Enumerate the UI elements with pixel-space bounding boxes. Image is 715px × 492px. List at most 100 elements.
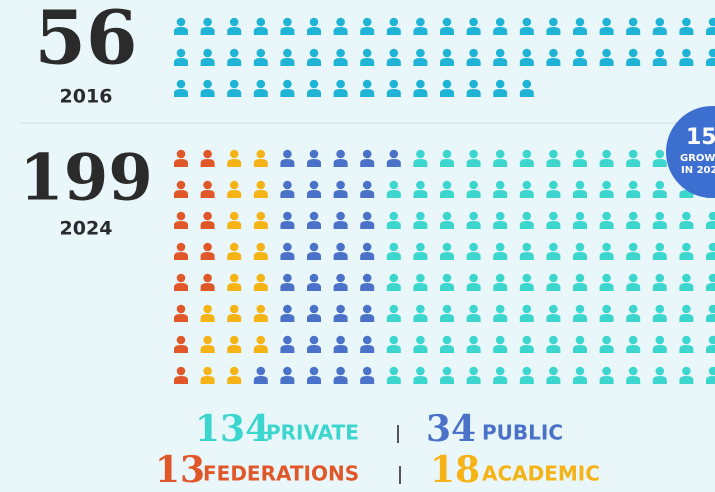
legend-label: PRIVATE — [266, 421, 359, 445]
person-icon — [706, 273, 715, 291]
person-icon — [227, 180, 242, 198]
person-icon — [573, 242, 587, 260]
person-icon — [360, 242, 375, 260]
person-icon — [599, 48, 614, 66]
person-icon — [200, 366, 215, 384]
person-icon — [440, 273, 454, 291]
person-icon — [333, 149, 348, 167]
person-icon — [466, 273, 481, 291]
person-icon — [333, 17, 348, 35]
person-icon — [227, 48, 242, 66]
person-icon — [573, 180, 587, 198]
person-icon — [573, 48, 587, 66]
person-icon — [253, 366, 268, 384]
year-2016: 2016 — [60, 86, 113, 108]
person-icon — [386, 211, 401, 229]
person-icon — [333, 211, 348, 229]
legend: 134 PRIVATE 34 PUBLIC 13 FEDERATIONS 18 … — [155, 408, 600, 491]
total-2016: 56 — [35, 0, 138, 82]
person-icon — [519, 48, 534, 66]
person-icon — [386, 17, 401, 35]
person-icon — [413, 211, 428, 229]
person-icon — [280, 17, 295, 35]
person-icon — [307, 79, 321, 97]
person-icon — [253, 273, 268, 291]
person-icon — [307, 17, 321, 35]
person-icon — [413, 17, 428, 35]
person-icon — [626, 211, 641, 229]
person-icon — [652, 17, 667, 35]
person-icon — [280, 335, 295, 353]
person-icon — [626, 366, 641, 384]
legend-value: 18 — [430, 449, 480, 491]
person-icon — [466, 48, 481, 66]
person-icon — [253, 79, 268, 97]
person-icon — [466, 366, 481, 384]
person-icon — [227, 211, 242, 229]
person-icon — [599, 211, 614, 229]
person-icon — [706, 17, 715, 35]
person-icon — [174, 366, 188, 384]
person-icon — [466, 242, 481, 260]
person-icon — [652, 211, 667, 229]
person-icon — [386, 304, 401, 322]
person-icon — [413, 304, 428, 322]
person-icon — [440, 149, 454, 167]
person-icon — [307, 366, 321, 384]
person-icon — [227, 17, 242, 35]
person-icon — [174, 211, 188, 229]
person-icon — [227, 242, 242, 260]
person-icon — [253, 149, 268, 167]
person-icon — [280, 242, 295, 260]
person-icon — [573, 335, 587, 353]
person-icon — [413, 48, 428, 66]
person-icon — [333, 335, 348, 353]
badge-value: 15 — [686, 125, 715, 150]
person-icon — [626, 17, 641, 35]
person-icon — [519, 180, 534, 198]
person-icon — [546, 180, 561, 198]
person-icon — [519, 17, 534, 35]
person-icon — [546, 273, 561, 291]
person-icon — [706, 48, 715, 66]
year-2024: 2024 — [60, 218, 113, 240]
person-icon — [626, 149, 641, 167]
person-icon — [466, 79, 481, 97]
person-icon — [652, 48, 667, 66]
person-icon — [307, 304, 321, 322]
person-icon — [307, 180, 321, 198]
badge-line: IN 2024 — [681, 165, 715, 176]
person-icon — [253, 242, 268, 260]
person-icon — [333, 304, 348, 322]
person-icon — [307, 211, 321, 229]
person-icon — [413, 366, 428, 384]
person-icon — [413, 149, 428, 167]
person-icon — [493, 242, 508, 260]
person-icon — [440, 17, 454, 35]
person-icon — [386, 79, 401, 97]
person-icon — [200, 304, 215, 322]
person-icon — [440, 79, 454, 97]
person-icon — [599, 335, 614, 353]
person-icon — [599, 273, 614, 291]
person-icon — [573, 211, 587, 229]
person-icon — [493, 304, 508, 322]
legend-label: ACADEMIC — [482, 462, 600, 486]
person-icon — [440, 211, 454, 229]
person-icon — [174, 335, 188, 353]
person-icon — [679, 48, 694, 66]
person-icon — [360, 48, 375, 66]
person-icon — [360, 17, 375, 35]
legend-label: PUBLIC — [482, 421, 563, 445]
person-icon — [679, 335, 694, 353]
person-icon — [599, 17, 614, 35]
person-icon — [280, 79, 295, 97]
person-icon — [360, 211, 375, 229]
person-icon — [626, 48, 641, 66]
person-icon — [519, 366, 534, 384]
person-icon — [386, 242, 401, 260]
person-icon — [626, 335, 641, 353]
person-icon — [599, 180, 614, 198]
